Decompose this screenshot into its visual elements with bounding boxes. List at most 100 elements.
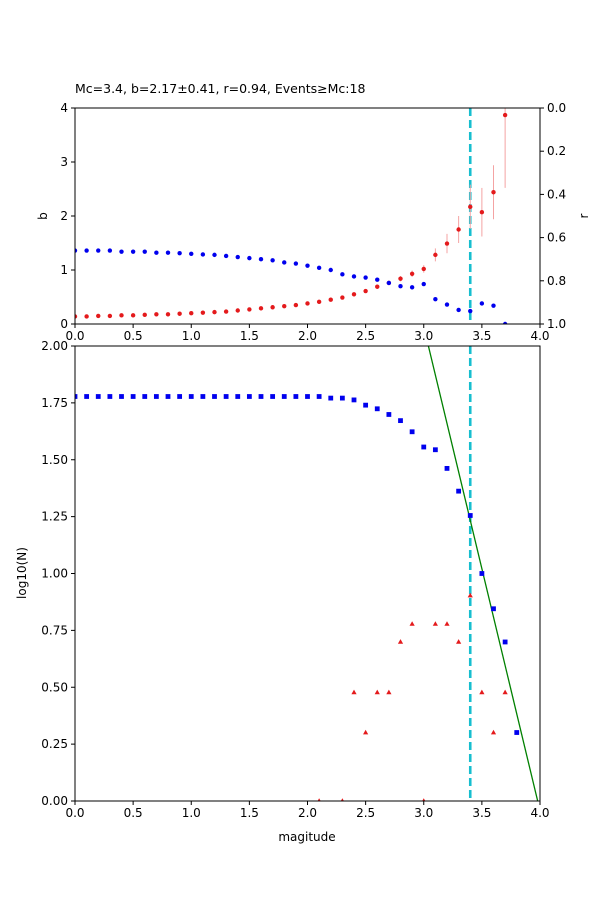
data-point xyxy=(153,394,159,399)
data-point xyxy=(107,248,113,253)
x-tick-label: 3.5 xyxy=(472,806,491,820)
data-point xyxy=(270,258,275,263)
data-point xyxy=(154,312,159,317)
data-point xyxy=(165,394,171,399)
data-point xyxy=(398,276,403,281)
data-point xyxy=(432,621,438,626)
x-tick-label: 3.0 xyxy=(414,806,433,820)
data-point xyxy=(351,397,357,403)
data-point xyxy=(363,275,368,280)
data-point xyxy=(421,266,426,272)
data-point xyxy=(154,250,159,255)
data-point xyxy=(293,261,299,266)
data-point xyxy=(177,394,183,399)
top-right-axis-label: r xyxy=(577,213,591,218)
data-point xyxy=(339,395,345,401)
data-point xyxy=(200,394,206,399)
data-point xyxy=(282,303,287,309)
right-y-tick-label: 0.0 xyxy=(547,101,566,115)
data-point xyxy=(84,314,89,319)
data-point xyxy=(247,255,252,261)
data-point xyxy=(130,394,136,399)
plot-area xyxy=(75,108,508,324)
data-point xyxy=(456,227,461,232)
data-point xyxy=(351,292,357,297)
data-point xyxy=(444,302,450,307)
data-point xyxy=(189,311,194,316)
y-tick-label: 2.00 xyxy=(41,339,68,353)
data-point xyxy=(305,263,310,268)
data-point xyxy=(479,301,485,306)
data-point xyxy=(293,302,299,308)
data-point xyxy=(421,444,427,450)
data-point xyxy=(246,394,252,399)
x-tick-label: 2.0 xyxy=(298,806,317,820)
data-point xyxy=(316,299,322,305)
data-point xyxy=(130,249,136,254)
data-point xyxy=(235,308,240,313)
right-y-tick-label: 0.4 xyxy=(547,187,566,201)
y-tick-label: 0 xyxy=(60,317,68,331)
data-point xyxy=(189,251,194,256)
data-point xyxy=(374,689,380,695)
data-point xyxy=(444,621,450,626)
data-point xyxy=(502,112,508,118)
data-point xyxy=(351,689,357,695)
data-point xyxy=(96,248,101,253)
data-point xyxy=(398,284,403,289)
frequency-magnitude-panel: 0.0 0.5 1.0 1.5 2.0 2.5 3.0 3.5 4.0 0.00 0.25 0.50 0… xyxy=(41,339,549,820)
y-tick-label: 1 xyxy=(60,263,68,277)
b-value-panel: 0.0 0.5 1.0 1.5 2.0 2.5 3.0 3.5 4.0 0 1 2 3 4 0.0 0.2 0.… xyxy=(60,101,566,343)
data-point xyxy=(328,395,334,401)
y-tick-label: 1.50 xyxy=(41,453,68,467)
data-point xyxy=(351,274,357,279)
data-point xyxy=(84,248,89,253)
data-point xyxy=(95,394,101,399)
data-point xyxy=(409,429,415,435)
x-tick-label: 0.0 xyxy=(65,329,84,343)
bottom-x-axis-label: magitude xyxy=(278,830,335,844)
data-point xyxy=(444,241,450,246)
data-point xyxy=(316,265,322,271)
data-point xyxy=(235,254,240,260)
x-tick-label: 4.0 xyxy=(530,329,549,343)
data-point xyxy=(514,730,520,735)
top-y-axis-label: b xyxy=(36,212,50,220)
data-point xyxy=(328,267,333,273)
data-point xyxy=(502,321,508,324)
data-point xyxy=(316,394,322,399)
data-point xyxy=(479,689,485,695)
data-point xyxy=(491,303,496,308)
data-point xyxy=(409,271,415,276)
data-point xyxy=(119,394,124,399)
x-tick-label: 0.5 xyxy=(124,329,143,343)
right-y-tick-label: 0.6 xyxy=(547,231,566,245)
data-point xyxy=(397,639,404,644)
data-point xyxy=(340,295,345,300)
data-point xyxy=(386,412,392,417)
x-tick-label: 3.0 xyxy=(414,329,433,343)
data-point xyxy=(386,689,392,695)
data-point xyxy=(433,252,438,258)
data-point xyxy=(468,204,473,210)
data-point xyxy=(456,307,461,313)
data-point xyxy=(75,248,78,253)
x-tick-label: 0.5 xyxy=(124,806,143,820)
data-point xyxy=(491,190,496,195)
data-point xyxy=(212,309,217,315)
data-point xyxy=(258,306,264,311)
data-point xyxy=(374,406,380,412)
data-point xyxy=(467,513,473,518)
data-point xyxy=(456,639,462,644)
data-point xyxy=(188,394,194,399)
data-point xyxy=(421,281,426,287)
y-tick-label: 0.00 xyxy=(41,794,68,808)
data-point xyxy=(165,312,171,317)
data-point xyxy=(107,394,113,399)
y-tick-label: 4 xyxy=(60,101,68,115)
data-point xyxy=(328,297,333,302)
data-point xyxy=(375,284,380,289)
y-tick-label: 1.75 xyxy=(41,396,68,410)
data-point xyxy=(363,288,368,294)
data-point xyxy=(456,488,462,494)
